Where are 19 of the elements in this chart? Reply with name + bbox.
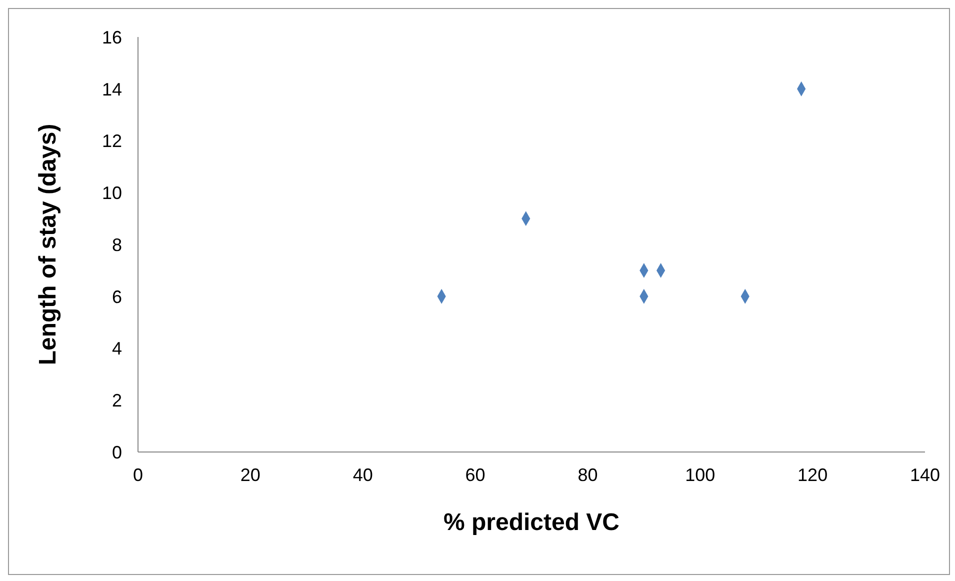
y-tick-label: 14 xyxy=(102,79,122,100)
x-tick-label: 100 xyxy=(685,464,716,485)
y-axis-title: Length of stay (days) xyxy=(34,124,62,366)
x-tick-label: 40 xyxy=(352,464,373,485)
y-tick-label: 6 xyxy=(112,286,122,307)
y-tick-label: 10 xyxy=(102,183,122,204)
y-tick-label: 8 xyxy=(112,234,122,255)
y-tick-label: 4 xyxy=(112,338,122,359)
y-tick-label: 16 xyxy=(102,27,122,48)
x-axis-title: % predicted VC xyxy=(443,509,620,536)
y-tick-label: 0 xyxy=(112,442,122,462)
x-tick-label: 80 xyxy=(578,464,598,485)
x-tick-label: 120 xyxy=(798,464,828,485)
y-tick-label: 12 xyxy=(102,131,122,152)
x-tick-label: 0 xyxy=(132,464,144,485)
x-tick-label: 20 xyxy=(240,464,260,485)
x-tick-label: 140 xyxy=(910,464,940,485)
x-tick-label: 60 xyxy=(465,464,486,485)
y-tick-label: 2 xyxy=(112,390,122,411)
